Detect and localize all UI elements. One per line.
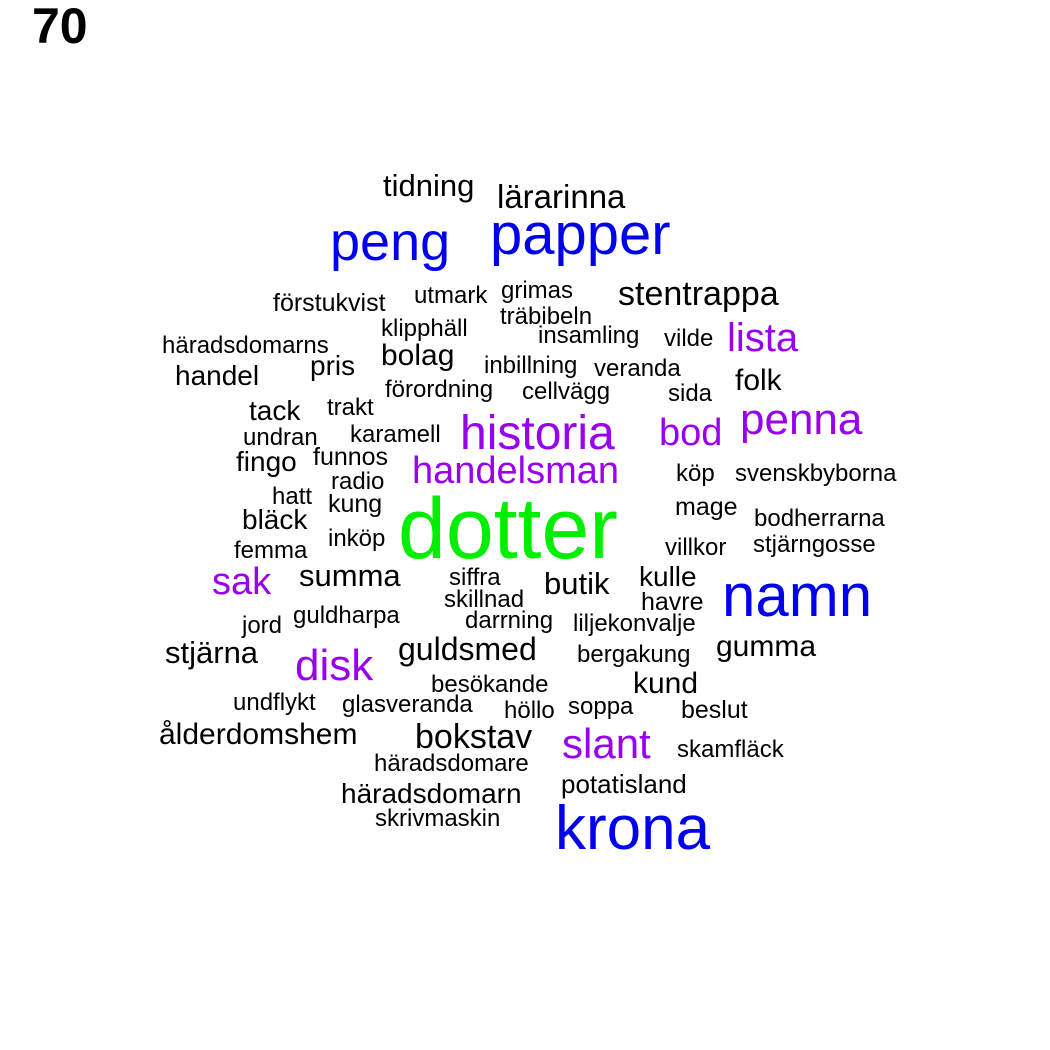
cloud-word: folk: [735, 364, 782, 397]
cloud-word: namn: [722, 562, 873, 629]
cloud-word: skrivmaskin: [375, 805, 501, 832]
cloud-word: kulle: [639, 561, 697, 592]
cloud-word: stjärngosse: [753, 531, 876, 558]
cloud-word: jord: [242, 612, 283, 639]
cloud-word: havre: [641, 588, 704, 616]
cloud-word: penna: [740, 395, 863, 444]
cloud-word: dotter: [398, 481, 618, 577]
cloud-word: soppa: [568, 693, 634, 720]
cloud-word: krona: [555, 794, 711, 863]
cloud-word: peng: [330, 212, 451, 272]
cloud-word: historia: [460, 407, 615, 460]
cloud-word: ålderdomshem: [159, 718, 358, 751]
cloud-word: butik: [544, 566, 610, 601]
cloud-word: lärarinna: [497, 178, 626, 215]
cloud-word: radio: [331, 468, 385, 495]
cloud-word: köp: [676, 460, 715, 487]
cloud-word: mage: [675, 493, 738, 521]
cloud-word: utmark: [414, 282, 488, 309]
cloud-word: summa: [299, 558, 401, 593]
cloud-word: bergakung: [577, 641, 691, 668]
cloud-word: förstukvist: [273, 289, 386, 317]
cloud-word: häradsdomarns: [162, 332, 329, 359]
cloud-word: skamfläck: [677, 736, 784, 763]
cloud-word: handel: [175, 360, 260, 391]
cloud-word: kung: [328, 490, 383, 518]
cloud-word: häradsdomarn: [341, 778, 522, 809]
cloud-word: lista: [727, 316, 799, 360]
cloud-word: hatt: [272, 483, 313, 510]
cloud-word: bod: [659, 412, 723, 454]
cloud-word: grimas: [501, 277, 574, 304]
cloud-word: slant: [562, 720, 651, 767]
cloud-word: femma: [234, 537, 308, 564]
cloud-word: undflykt: [233, 689, 316, 716]
cloud-word: siffra: [449, 564, 501, 591]
cloud-word: papper: [490, 202, 671, 267]
cloud-word: besökande: [431, 671, 549, 698]
cloud-word: pris: [310, 350, 356, 381]
cloud-word: cellvägg: [522, 378, 611, 405]
cloud-word: potatisland: [561, 769, 687, 799]
cloud-word: insamling: [538, 322, 640, 349]
cloud-word: darrning: [465, 607, 554, 634]
cloud-word: trakt: [327, 394, 374, 421]
cloud-word: sak: [212, 561, 272, 603]
cloud-word: handelsman: [412, 450, 620, 492]
cloud-word: undran: [243, 424, 318, 451]
figure-number: 70: [32, 0, 88, 54]
cloud-word: tack: [249, 395, 301, 426]
cloud-word: stentrappa: [618, 275, 779, 313]
cloud-word: häradsdomare: [374, 750, 529, 777]
cloud-word: höllo: [504, 697, 555, 724]
cloud-word: skillnad: [444, 586, 525, 613]
cloud-word: guldsmed: [398, 631, 537, 667]
cloud-word: disk: [295, 641, 374, 690]
cloud-word: beslut: [681, 696, 748, 724]
cloud-word: stjärna: [165, 635, 259, 670]
cloud-word: inköp: [328, 525, 386, 552]
cloud-word: funnos: [313, 443, 389, 471]
cloud-word: sida: [668, 380, 713, 407]
cloud-word: bolag: [381, 339, 455, 372]
cloud-word: guldharpa: [293, 602, 400, 629]
cloud-word: karamell: [350, 421, 441, 448]
cloud-word: förordning: [385, 376, 494, 403]
cloud-word: bläck: [242, 504, 308, 535]
cloud-word: kund: [633, 667, 699, 700]
cloud-word: veranda: [594, 355, 681, 382]
cloud-word: bodherrarna: [754, 505, 885, 532]
cloud-word: träbibeln: [500, 303, 593, 330]
cloud-word: klipphäll: [381, 315, 468, 342]
cloud-word: liljekonvalje: [573, 610, 696, 637]
cloud-word: svenskbyborna: [735, 460, 897, 487]
cloud-word: vilde: [664, 325, 714, 352]
cloud-word: inbillning: [484, 352, 578, 379]
cloud-word: bokstav: [415, 718, 533, 756]
cloud-word: fingo: [236, 446, 297, 477]
cloud-word: glasveranda: [342, 691, 473, 718]
cloud-word: tidning: [383, 168, 475, 203]
cloud-word: gumma: [716, 630, 817, 663]
cloud-word: villkor: [665, 534, 727, 561]
